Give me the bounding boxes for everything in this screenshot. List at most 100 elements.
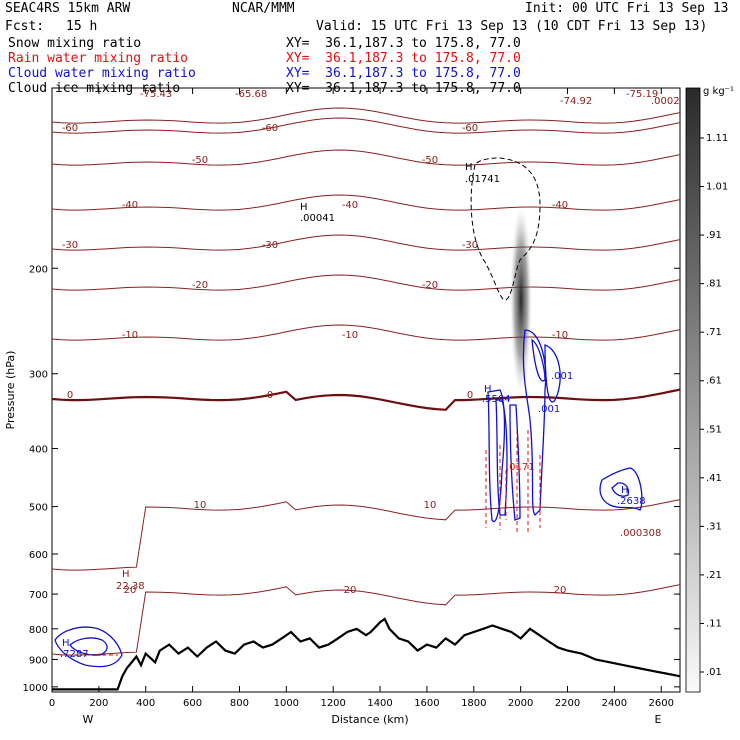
- temperature-contour-label: -30: [62, 240, 78, 251]
- y-tick-label: 1000: [23, 683, 48, 694]
- x-tick-label: 1800: [461, 698, 486, 709]
- temperature-contour: [52, 584, 680, 656]
- colorbar-tick-label: .81: [706, 279, 722, 290]
- x-tick-label: 1200: [320, 698, 345, 709]
- high-value: 22.38: [116, 581, 145, 592]
- y-tick-label: 700: [29, 590, 48, 601]
- colorbar-tick-label: .11: [706, 618, 722, 629]
- temperature-contour: [52, 149, 680, 166]
- y-tick-label: 800: [29, 625, 48, 636]
- model-title: SEAC4RS 15km ARW: [5, 1, 131, 16]
- temperature-contour-label: -20: [192, 280, 208, 291]
- temperature-contour-label: -60: [462, 123, 478, 134]
- y-tick-label: 900: [29, 655, 48, 666]
- forecast-hours: 15 h: [66, 19, 98, 34]
- temperature-contour-label: -50: [192, 155, 208, 166]
- x-tick-label: 0: [49, 698, 55, 709]
- x-axis-label: Distance (km): [331, 713, 408, 726]
- rain-water-contours: [60, 430, 541, 656]
- temperature-contour: [52, 107, 680, 124]
- x-tick-label: 2000: [508, 698, 533, 709]
- high-value: .01741: [465, 174, 500, 185]
- colorbar-ticks: 1.11 1.01 .91 .81 .71 .61 .51 .41 .31 .21 .11 .01: [700, 133, 728, 678]
- snow-contour: [470, 157, 541, 301]
- field-label-cloud-water: Cloud water mixing ratio: [8, 66, 196, 81]
- x-tick-label: 1400: [367, 698, 392, 709]
- temperature-contour-label: -40: [342, 200, 358, 211]
- temperature-contour-label: -30: [262, 240, 278, 251]
- high-marker: H: [621, 485, 629, 496]
- colorbar-tick-label: .41: [706, 473, 722, 484]
- field-label-rain: Rain water mixing ratio: [8, 51, 189, 66]
- temperature-contour-label: -20: [422, 280, 438, 291]
- temperature-contour: [52, 499, 680, 571]
- temperature-contour-label: -30: [462, 240, 478, 251]
- x-tick-label: 600: [183, 698, 202, 709]
- high-value: .5504: [482, 394, 511, 405]
- colorbar-tick-label: .51: [706, 424, 722, 435]
- colorbar-tick-label: .21: [706, 570, 722, 581]
- valid-time: Valid: 15 UTC Fri 13 Sep 13 (10 CDT Fri …: [316, 19, 708, 34]
- temperature-contour-label: -50: [422, 155, 438, 166]
- cloud-water-contours: [54, 329, 643, 668]
- x-tick-label: 2400: [602, 698, 627, 709]
- field-xy-rain: XY= 36.1,187.3 to 175.8, 77.0: [286, 51, 521, 66]
- temperature-contour-label: 0: [467, 390, 473, 401]
- terrain-line: [52, 617, 680, 691]
- temperature-contour: [52, 234, 680, 251]
- y-tick-label: 500: [29, 503, 48, 514]
- field-xy-snow: XY= 36.1,187.3 to 175.8, 77.0: [286, 36, 521, 51]
- high-value: .7287: [60, 649, 89, 660]
- temperature-contour-label: -10: [552, 330, 568, 341]
- temp-label: -75.43: [140, 89, 172, 100]
- high-marker: H: [484, 384, 492, 395]
- x-axis-ticks: 0 200 400 600 800 1000 1200 1400 1600 1800 2000 220…: [49, 88, 674, 709]
- x-tick-label: 400: [136, 698, 155, 709]
- contour-label: .001: [538, 404, 560, 415]
- temperature-contour-label: -10: [342, 330, 358, 341]
- ice-shading: [510, 205, 532, 395]
- x-tick-label: 1600: [414, 698, 439, 709]
- high-value: .2638: [617, 496, 646, 507]
- y-axis-label: Pressure (hPa): [4, 351, 17, 430]
- temperature-contour-label: 20: [554, 585, 567, 596]
- temperature-contour-label: -10: [122, 330, 138, 341]
- temp-label: -75.19: [626, 89, 658, 100]
- x-tick-label: 200: [89, 698, 108, 709]
- colorbar-tick-label: .71: [706, 327, 722, 338]
- colorbar-tick-label: .61: [706, 376, 722, 387]
- high-marker: H: [62, 638, 70, 649]
- colorbar-tick-label: .91: [706, 230, 722, 241]
- high-value: .00041: [300, 213, 335, 224]
- forecast-label: Fcst:: [5, 19, 45, 34]
- high-marker: H: [122, 569, 130, 580]
- colorbar-tick-label: 1.01: [706, 182, 728, 193]
- temperature-contour: [52, 388, 680, 411]
- contour-label: .0171: [506, 462, 535, 473]
- field-xy-cloud-water: XY= 36.1,187.3 to 175.8, 77.0: [286, 66, 521, 81]
- high-marker: H: [465, 162, 473, 173]
- temperature-contours: -60 -60 -60 -50 -50 -40 -40 -40 -30 -30 -30 -20 -20 -…: [52, 107, 680, 656]
- temperature-contour-label: -60: [262, 123, 278, 134]
- x-tick-label: 2200: [555, 698, 580, 709]
- temperature-contour-label: 10: [194, 500, 207, 511]
- temperature-contour: [52, 324, 680, 341]
- temperature-contour-label: -60: [62, 123, 78, 134]
- y-tick-label: 200: [29, 264, 48, 275]
- contour-label: .001: [551, 371, 573, 382]
- colorbar-tick-label: 1.11: [706, 133, 728, 144]
- temperature-contour-label: 0: [67, 390, 73, 401]
- temperature-contour-label: -40: [552, 200, 568, 211]
- x-tick-label: 800: [230, 698, 249, 709]
- high-marker: H: [300, 202, 308, 213]
- temp-label: .0002: [651, 96, 680, 107]
- plot-frame: [51, 87, 681, 693]
- temp-label: -65.68: [235, 89, 267, 100]
- temperature-contour: [52, 117, 680, 134]
- y-tick-label: 600: [29, 550, 48, 561]
- temperature-contour-label: 0: [267, 390, 273, 401]
- west-endpoint: W: [83, 713, 94, 726]
- y-tick-label: 300: [29, 370, 48, 381]
